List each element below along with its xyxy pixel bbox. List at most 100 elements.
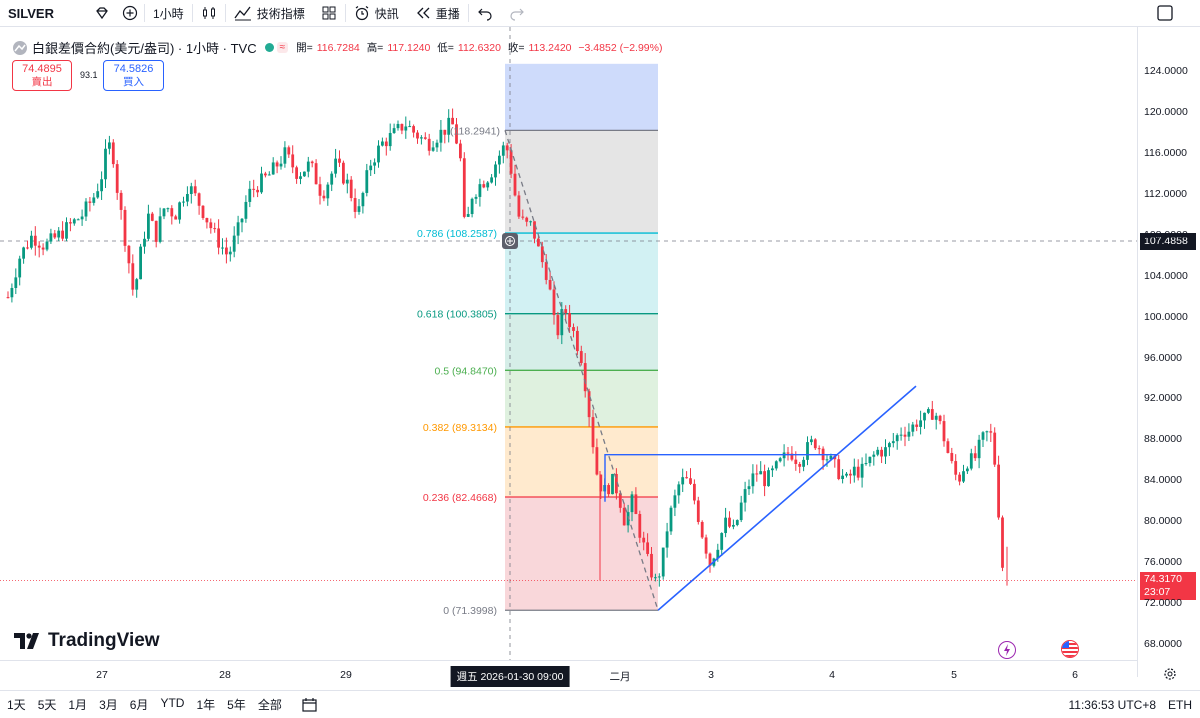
price-tick-label: 68.0000 (1144, 638, 1182, 650)
rewind-icon (416, 7, 430, 19)
candle-body (431, 147, 435, 151)
redo-button[interactable] (501, 0, 533, 26)
range-button[interactable]: 3月 (99, 698, 118, 712)
range-button[interactable]: 6月 (129, 698, 149, 712)
price-tick-label: 92.0000 (1144, 392, 1182, 405)
candle-body (45, 241, 49, 250)
time-tick-label: 5 (951, 669, 957, 681)
time-axis[interactable]: 6 5 4 3 二月 29 28 27 週五 2026-01-30 09:00 (0, 660, 1138, 689)
close-label: 收= (507, 42, 525, 54)
range-button[interactable]: 5天 (37, 698, 57, 712)
candle-body (763, 471, 766, 487)
candle-body (724, 517, 727, 534)
price-chart[interactable]: (118.2941) 0.786 (108.2587) 0.618 (100.380… (0, 27, 1138, 660)
candle-body (977, 439, 981, 459)
top-toolbar: SILVER 1小時 技術指標 快訊 重播 (0, 0, 1200, 27)
candle-body (80, 216, 84, 220)
add-symbol-button[interactable] (116, 0, 144, 26)
range-button[interactable]: 全部 (257, 698, 282, 712)
clock-time[interactable]: 11:36:53 UTC+8 (1068, 697, 1157, 712)
candle-body (478, 184, 482, 197)
undo-button[interactable] (469, 0, 501, 26)
candle-body (642, 537, 646, 543)
fib-level-label: 0.236 (82.4668) (423, 492, 497, 504)
candle-body (26, 247, 29, 249)
us-flag-event-icon[interactable] (1061, 640, 1079, 658)
candle-body (927, 409, 930, 413)
crosshair-plus-icon (507, 237, 513, 244)
candle-body (178, 202, 181, 220)
candle-body (6, 297, 10, 299)
candles-icon (202, 7, 215, 19)
axis-settings-icon[interactable] (1163, 667, 1177, 681)
candle-body (583, 363, 587, 392)
lightning-event-icon[interactable] (998, 641, 1016, 659)
alert-button[interactable]: 快訊 (346, 0, 407, 26)
session-label[interactable]: ETH (1168, 697, 1192, 712)
range-button[interactable]: 1天 (7, 698, 26, 712)
chart-type-button[interactable] (193, 0, 225, 26)
range-button[interactable]: 1年 (196, 698, 216, 712)
sell-button[interactable]: 74.4895 賣出 (12, 60, 72, 91)
plus-circle-icon (122, 5, 138, 21)
candle-body (568, 313, 571, 328)
time-cursor-label: 週五 2026-01-30 09:00 (450, 666, 570, 687)
candle-body (459, 143, 462, 159)
candle-body (677, 484, 681, 496)
candle-body (279, 163, 283, 167)
calendar-goto-icon[interactable] (301, 697, 319, 713)
candle-body (693, 483, 696, 501)
candle-body (470, 198, 474, 215)
buy-button[interactable]: 74.5826 買入 (103, 60, 164, 91)
candle-body (131, 263, 135, 290)
candle-body (708, 553, 712, 566)
symbol-name: SILVER (8, 5, 54, 21)
layout-button[interactable] (313, 0, 345, 26)
diamond-icon (96, 7, 108, 20)
indicators-button[interactable]: 技術指標 (226, 0, 313, 26)
range-button[interactable]: YTD (160, 696, 185, 710)
candle-body (396, 123, 400, 129)
horizontal-level-line (604, 453, 838, 502)
candle-body (743, 489, 747, 503)
toolbar-divider (191, 4, 193, 22)
replay-button[interactable]: 重播 (407, 0, 468, 26)
toolbar-divider (344, 4, 346, 22)
candle-body (950, 452, 954, 462)
candle-body (907, 431, 911, 437)
candle-body (845, 473, 848, 476)
candle-body (852, 466, 856, 476)
candle-body (373, 162, 376, 166)
fullscreen-button[interactable] (1148, 0, 1200, 26)
candle-body (747, 486, 751, 490)
candle-body (841, 475, 844, 480)
bar-countdown: 23:07 (1144, 586, 1171, 599)
candle-body (969, 453, 973, 469)
candle-body (193, 186, 197, 194)
candle-body (400, 123, 404, 131)
symbol-search-button[interactable]: SILVER (0, 0, 88, 26)
candle-body (650, 553, 653, 578)
adjustment-badge-icon[interactable]: ≈ (276, 42, 289, 53)
candle-body (993, 432, 997, 465)
compare-button[interactable] (88, 0, 116, 26)
candle-body (806, 442, 809, 460)
candle-body (872, 454, 876, 457)
range-button[interactable]: 5年 (227, 698, 246, 712)
candle-body (166, 208, 170, 210)
candle-body (989, 431, 993, 433)
candle-body (899, 434, 903, 436)
candle-body (295, 167, 298, 179)
fib-level-label: 0 (71.3998) (443, 605, 497, 617)
market-status-dot[interactable] (264, 43, 274, 52)
candle-body (244, 201, 248, 219)
candle-body (232, 235, 236, 252)
candle-body (408, 126, 412, 128)
candle-body (942, 421, 946, 442)
candle-body (201, 205, 205, 218)
range-button[interactable]: 1月 (68, 698, 88, 712)
candle-body (306, 161, 310, 172)
interval-button[interactable]: 1小時 (145, 0, 192, 26)
logo-text: TradingView (48, 630, 160, 651)
price-axis[interactable]: 107.4858 74.3170 23:07 124.0000 120.0000 1… (1137, 27, 1200, 677)
